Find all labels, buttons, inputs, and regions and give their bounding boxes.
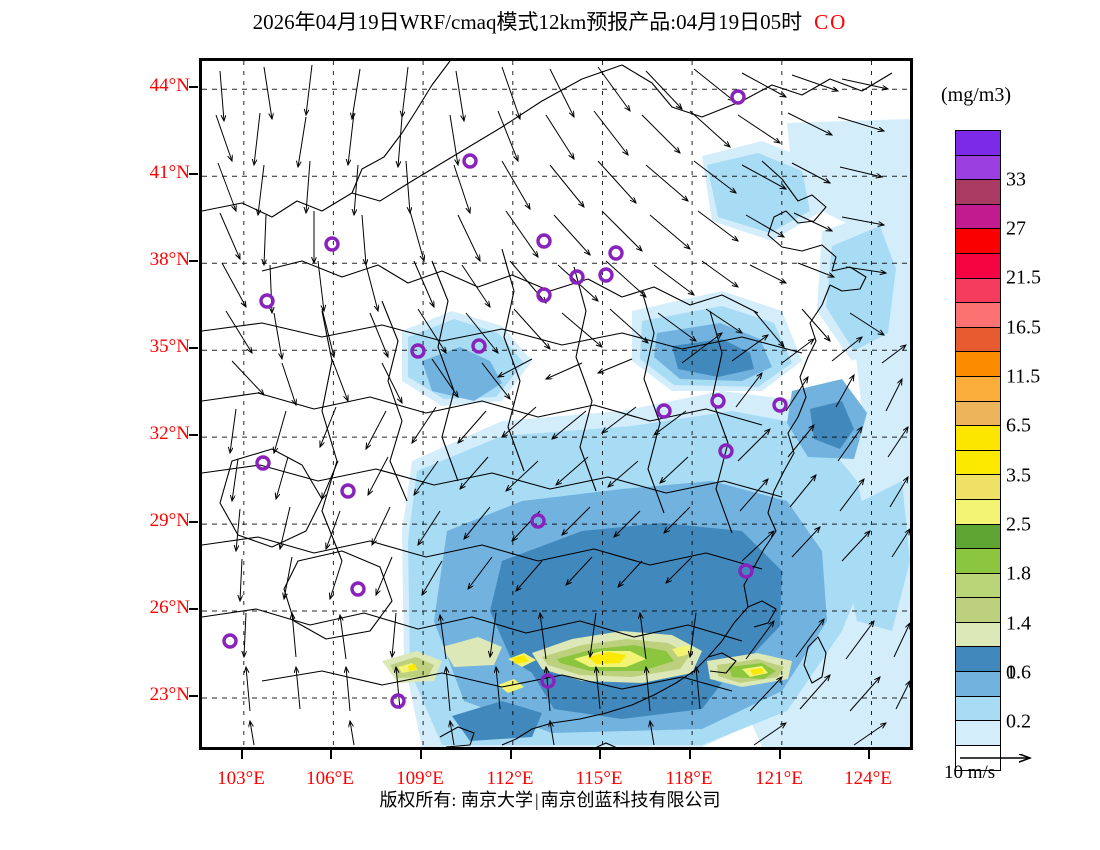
colorbar-tick-1-4: 1.4 [1006,612,1031,635]
axis-label-lat-41: 41°N [149,162,190,183]
colorbar-band [956,549,1000,574]
axis-label-lon-109: 109°E [396,768,444,789]
axis-label-lon-118: 118°E [665,768,713,789]
colorbar-tick-33: 33 [1006,168,1026,191]
tick-lon-103 [241,750,243,759]
colorbar-tick-1-8: 1.8 [1006,562,1031,585]
colorbar-band [956,622,1000,648]
colorbar-band [956,426,1000,451]
axis-label-lat-32: 32°N [149,423,190,444]
colorbar-band [956,672,1000,697]
title-species-label: CO [814,10,848,34]
colorbar-band [956,327,1000,353]
tick-lat-23 [189,695,198,697]
tick-lat-26 [189,608,198,610]
tick-lon-106 [330,750,332,759]
title-text: 2026年04月19日WRF/cmaq模式12km预报产品:04月19日05时 [252,10,803,34]
map-frame[interactable] [199,58,913,750]
axis-label-lat-29: 29°N [149,510,190,531]
page-title: 2026年04月19日WRF/cmaq模式12km预报产品:04月19日05时 C… [0,6,1100,38]
map-canvas [202,61,910,747]
colorbar-tick-0-6-v: 0.6 [1006,661,1031,684]
colorbar-band [956,524,1000,550]
colorbar-band [956,598,1000,623]
colorbar-band [956,376,1000,402]
colorbar-band [956,131,1000,156]
colorbar[interactable] [955,130,1001,772]
colorbar-band [956,450,1000,476]
colorbar-band [956,204,1000,230]
map-boundaries [202,61,893,747]
copyright-separator: | [534,790,539,810]
tick-lat-41 [189,173,198,175]
copyright-company: 南京创蓝科技有限公司 [540,790,721,810]
tick-lat-38 [189,260,198,262]
colorbar-tick-3-5: 3.5 [1006,464,1031,487]
axis-label-lon-103: 103°E [217,768,265,789]
axis-label-lon-115: 115°E [575,768,623,789]
city-markers[interactable] [222,89,788,709]
concentration-field [382,119,910,747]
colorbar-band [956,229,1000,254]
colorbar-band [956,352,1000,377]
wind-vectors [215,64,910,746]
tick-lon-109 [420,750,422,759]
tick-lat-29 [189,521,198,523]
tick-lon-124 [868,750,870,759]
axis-label-lon-106: 106°E [306,768,354,789]
tick-lon-112 [510,750,512,759]
colorbar-band [956,696,1000,722]
tick-lat-35 [189,347,198,349]
axis-label-lat-26: 26°N [149,597,190,618]
colorbar-band [956,253,1000,279]
copyright-owner: 版权所有: 南京大学 [379,790,533,810]
colorbar-tick-27: 27 [1006,217,1026,240]
colorbar-tick-21-5: 21.5 [1006,266,1041,289]
tick-lat-44 [189,86,198,88]
axis-label-lon-121: 121°E [755,768,803,789]
colorbar-tick-16-5: 16.5 [1006,316,1041,339]
tick-lon-118 [689,750,691,759]
colorbar-band [956,573,1000,599]
colorbar-tick-2-5: 2.5 [1006,513,1031,536]
colorbar-tick-0-2: 0.2 [1006,710,1031,733]
colorbar-band [956,721,1000,746]
colorbar-tick-11-5: 11.5 [1006,365,1041,388]
tick-lon-115 [599,750,601,759]
colorbar-band [956,155,1000,181]
colorbar-unit-label: (mg/m3) [941,84,1011,106]
axis-label-lon-112: 112°E [486,768,534,789]
tick-lat-32 [189,434,198,436]
grid-lines-vertical [243,61,872,747]
axis-label-lat-44: 44°N [149,75,190,96]
colorbar-band [956,475,1000,500]
copyright-footer: 版权所有: 南京大学 | 南京创蓝科技有限公司 [0,786,1100,812]
colorbar-band [956,303,1000,328]
colorbar-band [956,278,1000,304]
map-container[interactable] [189,58,913,759]
colorbar-band [956,647,1000,673]
axis-label-lon-124: 124°E [844,768,892,789]
wind-scale-arrow [960,748,1078,798]
axis-label-lat-23: 23°N [149,684,190,705]
colorbar-band [956,401,1000,427]
axis-label-lat-38: 38°N [149,249,190,270]
tick-lon-121 [779,750,781,759]
axis-label-lat-35: 35°N [149,336,190,357]
colorbar-band [956,180,1000,205]
colorbar-band [956,499,1000,525]
colorbar-tick-6-5: 6.5 [1006,414,1031,437]
colorbar-tick-1: 1 [1006,661,1016,684]
wind-scale-label: 10 m/s [944,762,996,783]
